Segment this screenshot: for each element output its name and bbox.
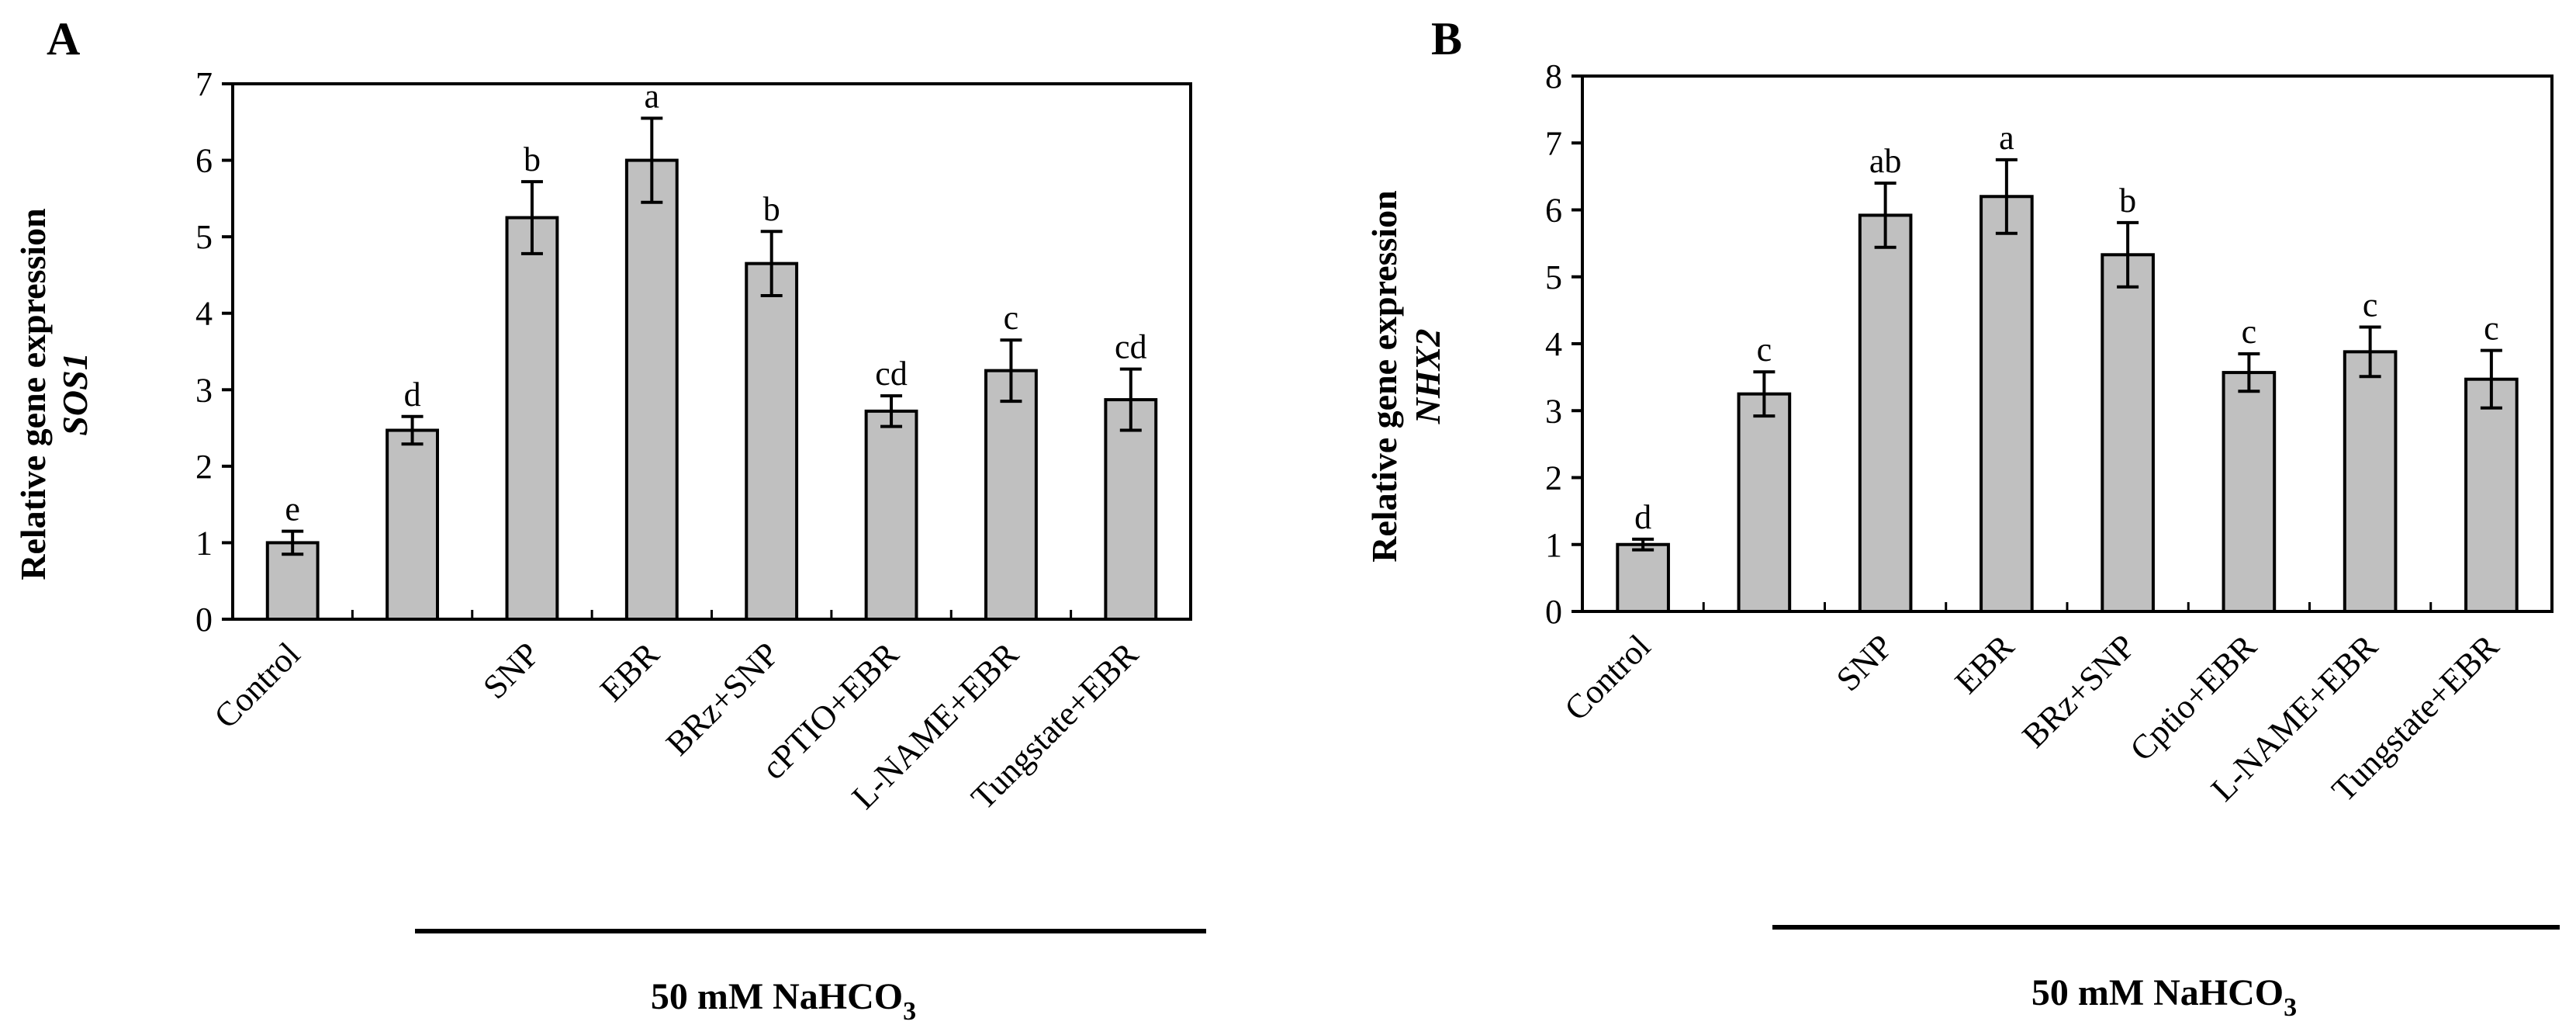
y-tick-label: 3 [1545, 392, 1562, 430]
treatment-subscript-a: 3 [903, 997, 916, 1026]
x-category-label: SNP [1829, 627, 1900, 698]
significance-label: cd [875, 355, 908, 393]
y-tick-label: 6 [1545, 192, 1562, 230]
bar [984, 369, 1038, 621]
panel-label-b: B [1431, 13, 1462, 64]
y-tick-label: 5 [195, 218, 213, 256]
treatment-subscript-b: 3 [2284, 993, 2297, 1022]
bar [2343, 350, 2398, 613]
bar [2101, 253, 2155, 613]
y-tick-label: 2 [195, 448, 213, 486]
bar [1858, 213, 1913, 613]
significance-label: a [645, 77, 660, 115]
y-tick-label: 1 [195, 524, 213, 562]
x-category-label: SNP [475, 635, 547, 706]
panel-label-a: A [47, 13, 80, 64]
category-labels-b: Control SNP EBRBRz+SNPCptio+EBRL-NAME+EBRT… [1557, 627, 2506, 809]
y-tick-label: 8 [1545, 57, 1562, 95]
bar [2464, 377, 2519, 613]
y-ticks-b: 0 1 2 3 4 5 6 7 8 [1545, 57, 2433, 631]
bar [1737, 392, 1792, 613]
bar [386, 428, 439, 621]
significance-label: c [2484, 310, 2499, 348]
y-tick-label: 7 [195, 65, 213, 103]
significance-label: c [1004, 299, 1019, 337]
x-category-label: BRz+SNP [659, 635, 787, 763]
y-tick-label: 6 [195, 142, 213, 180]
significance-label: c [1757, 331, 1772, 369]
y-axis-label-b: Relative gene expression [1364, 190, 1404, 563]
y-tick-label: 7 [1545, 124, 1562, 162]
plot-frame-b [1581, 74, 2554, 613]
significance-label: c [2242, 313, 2257, 351]
bars-a: e d b a b cd c cd [265, 77, 1158, 622]
bar [1616, 542, 1670, 613]
y-tick-label: 0 [1545, 593, 1562, 631]
significance-label: d [1634, 498, 1651, 536]
y-axis-gene-label-a: SOS1 [55, 352, 95, 435]
treatment-text-a: 50 mM NaHCO [651, 976, 903, 1017]
bar [1980, 195, 2034, 613]
y-ticks-a: 0 1 2 3 4 5 6 7 [195, 65, 1073, 639]
chart-panel-a: A Relative gene expression SOS1 0 1 2 3 4 5 6 7… [13, 13, 1206, 1026]
bar [505, 216, 559, 621]
significance-label: b [2119, 182, 2136, 220]
x-category-label: BRz+SNP [2015, 627, 2143, 755]
y-tick-label: 4 [1545, 325, 1562, 363]
y-tick-label: 0 [195, 601, 213, 639]
bar [864, 409, 918, 622]
y-tick-label: 2 [1545, 459, 1562, 497]
y-tick-label: 1 [1545, 526, 1562, 564]
significance-label: cd [1115, 328, 1147, 366]
bar [2222, 371, 2277, 613]
category-labels-a: Control SNP EBRBRz+SNPcPTIO+EBRL-NAME+EBRT… [207, 635, 1146, 817]
treatment-label-a: 50 mM NaHCO3 [651, 976, 916, 1026]
bar [624, 158, 679, 622]
significance-label: b [763, 190, 780, 228]
significance-label: e [285, 490, 300, 528]
treatment-text-b: 50 mM NaHCO [2031, 972, 2284, 1013]
x-category-label: EBR [593, 635, 667, 709]
x-category-label: Control [207, 635, 308, 736]
chart-panel-b: B Relative gene expression NHX2 0 1 2 3 4 5 6 7… [1364, 13, 2560, 1022]
significance-label: d [404, 376, 421, 414]
y-tick-label: 3 [195, 371, 213, 409]
significance-label: a [1999, 119, 2014, 157]
bar [745, 261, 799, 621]
significance-label: c [2363, 286, 2378, 324]
significance-label: b [524, 140, 541, 178]
y-axis-label-a: Relative gene expression [13, 208, 53, 580]
y-axis-gene-label-b: NHX2 [1408, 329, 1447, 425]
y-tick-label: 5 [1545, 258, 1562, 296]
bar [1104, 398, 1158, 621]
x-category-label: EBR [1948, 627, 2022, 701]
y-tick-label: 4 [195, 295, 213, 333]
significance-label: ab [1869, 142, 1902, 180]
treatment-label-b: 50 mM NaHCO3 [2031, 972, 2297, 1022]
x-category-label: Control [1557, 627, 1658, 728]
plot-frame-a [231, 82, 1192, 621]
